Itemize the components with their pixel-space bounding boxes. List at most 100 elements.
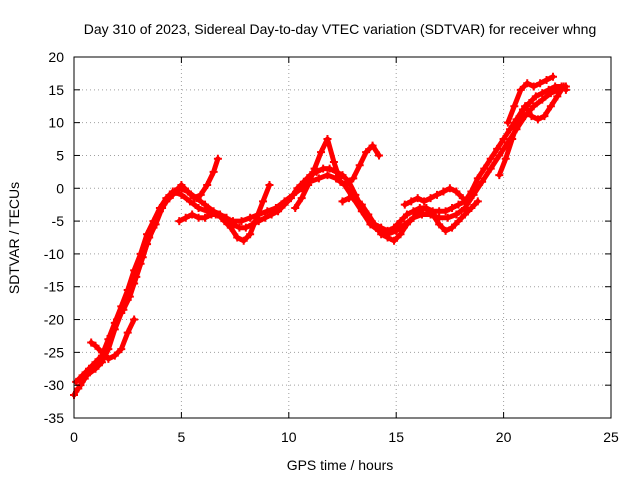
data-point <box>435 220 444 229</box>
data-point <box>329 158 338 167</box>
data-point <box>323 135 332 144</box>
data-point <box>203 180 212 189</box>
data-point <box>495 151 504 160</box>
y-tick-label: -30 <box>44 377 64 393</box>
data-point <box>342 180 351 189</box>
data-point <box>538 95 547 104</box>
data-point <box>228 217 237 226</box>
data-point <box>177 190 186 199</box>
data-point <box>467 203 476 212</box>
data-point <box>158 203 167 212</box>
grid-lines <box>74 57 611 418</box>
x-axis-label: GPS time / hours <box>287 457 394 473</box>
data-point <box>452 210 461 219</box>
data-point <box>454 217 463 226</box>
data-point <box>503 118 512 127</box>
data-point <box>407 197 416 206</box>
series-trace-10 <box>400 184 467 209</box>
data-point <box>241 223 250 232</box>
data-point <box>478 177 487 186</box>
data-point <box>460 210 469 219</box>
x-tick-label: 5 <box>178 429 186 445</box>
data-point <box>362 148 371 157</box>
y-axis-label: SDTVAR / TECUs <box>6 182 22 294</box>
data-point <box>87 364 96 373</box>
series-line <box>402 185 466 208</box>
y-tick-label: -25 <box>44 344 64 360</box>
data-point <box>310 164 319 173</box>
data-point <box>185 197 194 206</box>
data-point <box>390 236 399 245</box>
data-point <box>549 72 558 81</box>
data-point <box>422 203 431 212</box>
plot-frame <box>73 56 612 419</box>
data-point <box>104 354 113 363</box>
data-point <box>252 213 261 222</box>
data-point <box>439 187 448 196</box>
data-point <box>433 190 442 199</box>
data-point <box>239 236 248 245</box>
y-tick-label: 20 <box>48 49 64 65</box>
data-point <box>317 148 326 157</box>
data-point <box>325 164 334 173</box>
y-tick-label: 0 <box>56 180 64 196</box>
data-point <box>370 220 379 229</box>
data-point <box>445 184 454 193</box>
data-point <box>349 174 358 183</box>
x-tick-label: 25 <box>603 429 619 445</box>
data-point <box>452 187 461 196</box>
series-trace-3 <box>74 154 222 393</box>
data-point <box>181 213 190 222</box>
data-point <box>130 315 139 324</box>
data-point <box>469 190 478 199</box>
data-point <box>93 361 102 370</box>
data-point <box>533 115 542 124</box>
series-trace-7 <box>338 194 482 245</box>
data-point <box>409 213 418 222</box>
data-point <box>237 217 246 226</box>
data-point <box>170 187 179 196</box>
data-point <box>183 187 192 196</box>
data-point <box>458 194 467 203</box>
data-point <box>383 233 392 242</box>
data-point <box>521 102 530 111</box>
data-point <box>415 207 424 216</box>
data-point <box>246 230 255 239</box>
data-series <box>70 72 570 400</box>
y-tick-label: -15 <box>44 279 64 295</box>
y-tick-label: -5 <box>52 213 65 229</box>
data-point <box>486 154 495 163</box>
x-tick-label: 0 <box>70 429 78 445</box>
data-point <box>151 220 160 229</box>
data-point <box>454 200 463 209</box>
data-point <box>441 207 450 216</box>
data-point <box>529 82 538 91</box>
data-point <box>402 220 411 229</box>
data-point <box>291 203 300 212</box>
data-point <box>213 210 222 219</box>
data-point <box>220 217 229 226</box>
data-point <box>396 230 405 239</box>
y-tick-label: 10 <box>48 115 64 131</box>
data-point <box>177 180 186 189</box>
x-tick-label: 10 <box>281 429 297 445</box>
data-point <box>112 315 121 324</box>
data-point <box>188 210 197 219</box>
data-point <box>377 230 386 239</box>
data-point <box>336 177 345 186</box>
series-trace-2 <box>72 82 570 386</box>
data-point <box>448 203 457 212</box>
data-point <box>420 197 429 206</box>
data-point <box>314 174 323 183</box>
data-point <box>196 190 205 199</box>
data-point <box>448 223 457 232</box>
data-point <box>297 194 306 203</box>
data-point <box>74 384 83 393</box>
data-point <box>132 272 141 281</box>
series-line <box>340 195 481 244</box>
data-point <box>259 197 268 206</box>
data-point <box>201 200 210 209</box>
data-point <box>527 112 536 121</box>
data-point <box>271 203 280 212</box>
